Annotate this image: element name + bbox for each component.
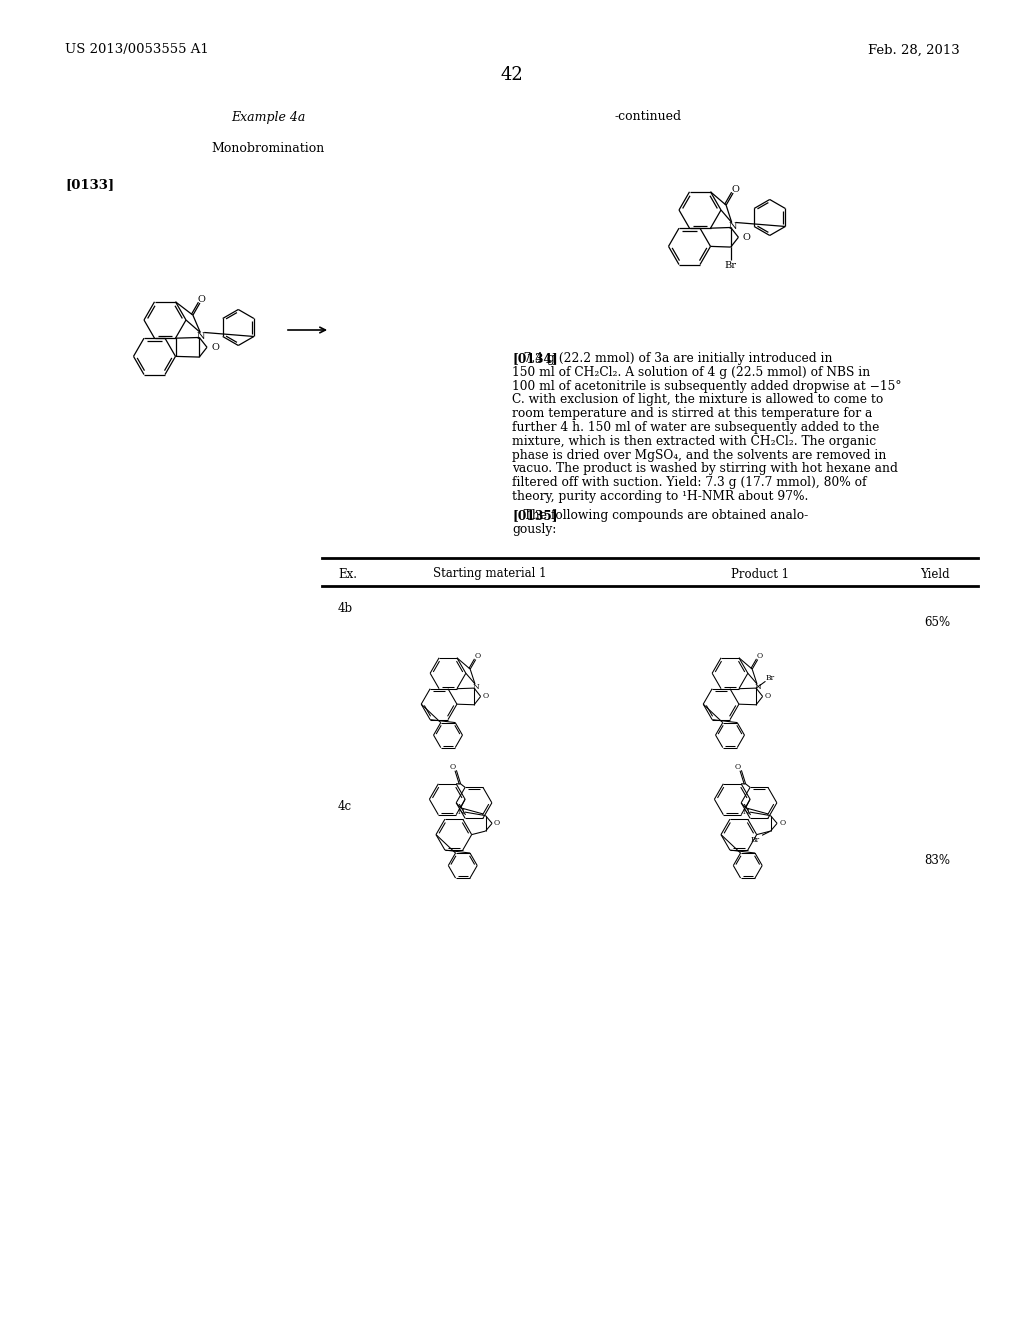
Text: O: O — [765, 693, 771, 701]
Text: N: N — [458, 808, 464, 816]
Text: 100 ml of acetonitrile is subsequently added dropwise at −15°: 100 ml of acetonitrile is subsequently a… — [512, 380, 901, 392]
Text: N: N — [197, 331, 206, 341]
Text: O: O — [779, 820, 785, 828]
Text: mixture, which is then extracted with CH₂Cl₂. The organic: mixture, which is then extracted with CH… — [512, 434, 877, 447]
Text: Br: Br — [725, 260, 736, 269]
Text: N: N — [728, 222, 737, 231]
Text: O: O — [757, 652, 763, 660]
Text: The following compounds are obtained analo-: The following compounds are obtained ana… — [512, 508, 808, 521]
Text: N: N — [742, 808, 749, 816]
Text: O: O — [450, 763, 456, 771]
Text: vacuo. The product is washed by stirring with hot hexane and: vacuo. The product is washed by stirring… — [512, 462, 898, 475]
Text: theory, purity according to ¹H-NMR about 97%.: theory, purity according to ¹H-NMR about… — [512, 490, 808, 503]
Text: phase is dried over MgSO₄, and the solvents are removed in: phase is dried over MgSO₄, and the solve… — [512, 449, 887, 462]
Text: O: O — [198, 294, 206, 304]
Text: 7.4 g (22.2 mmol) of 3a are initially introduced in: 7.4 g (22.2 mmol) of 3a are initially in… — [512, 352, 833, 366]
Text: Feb. 28, 2013: Feb. 28, 2013 — [868, 44, 961, 57]
Text: Monobromination: Monobromination — [211, 141, 325, 154]
Text: O: O — [482, 693, 488, 701]
Text: Product 1: Product 1 — [731, 568, 790, 581]
Text: O: O — [731, 185, 739, 194]
Text: further 4 h. 150 ml of water are subsequently added to the: further 4 h. 150 ml of water are subsequ… — [512, 421, 880, 434]
Text: Yield: Yield — [921, 568, 950, 581]
Text: O: O — [742, 232, 751, 242]
Text: US 2013/0053555 A1: US 2013/0053555 A1 — [65, 44, 209, 57]
Text: C. with exclusion of light, the mixture is allowed to come to: C. with exclusion of light, the mixture … — [512, 393, 884, 407]
Text: O: O — [495, 820, 501, 828]
Text: gously:: gously: — [512, 523, 556, 536]
Text: 42: 42 — [501, 66, 523, 84]
Text: O: O — [211, 343, 219, 351]
Text: filtered off with suction. Yield: 7.3 g (17.7 mmol), 80% of: filtered off with suction. Yield: 7.3 g … — [512, 477, 866, 490]
Text: room temperature and is stirred at this temperature for a: room temperature and is stirred at this … — [512, 407, 872, 420]
Text: 65%: 65% — [924, 616, 950, 630]
Text: Br: Br — [751, 836, 760, 843]
Text: [0134]: [0134] — [512, 352, 558, 366]
Text: -continued: -continued — [614, 111, 682, 124]
Text: 4c: 4c — [338, 800, 352, 813]
Text: [0133]: [0133] — [65, 178, 114, 191]
Text: N: N — [472, 684, 479, 692]
Text: [0135]: [0135] — [512, 508, 557, 521]
Text: O: O — [474, 652, 480, 660]
Text: O: O — [735, 763, 741, 771]
Text: 4b: 4b — [338, 602, 353, 615]
Text: Br: Br — [765, 675, 774, 682]
Text: 150 ml of CH₂Cl₂. A solution of 4 g (22.5 mmol) of NBS in: 150 ml of CH₂Cl₂. A solution of 4 g (22.… — [512, 366, 870, 379]
Text: Ex.: Ex. — [338, 568, 357, 581]
Text: Example 4a: Example 4a — [230, 111, 305, 124]
Text: N: N — [755, 684, 761, 692]
Text: Starting material 1: Starting material 1 — [433, 568, 547, 581]
Text: 83%: 83% — [924, 854, 950, 867]
